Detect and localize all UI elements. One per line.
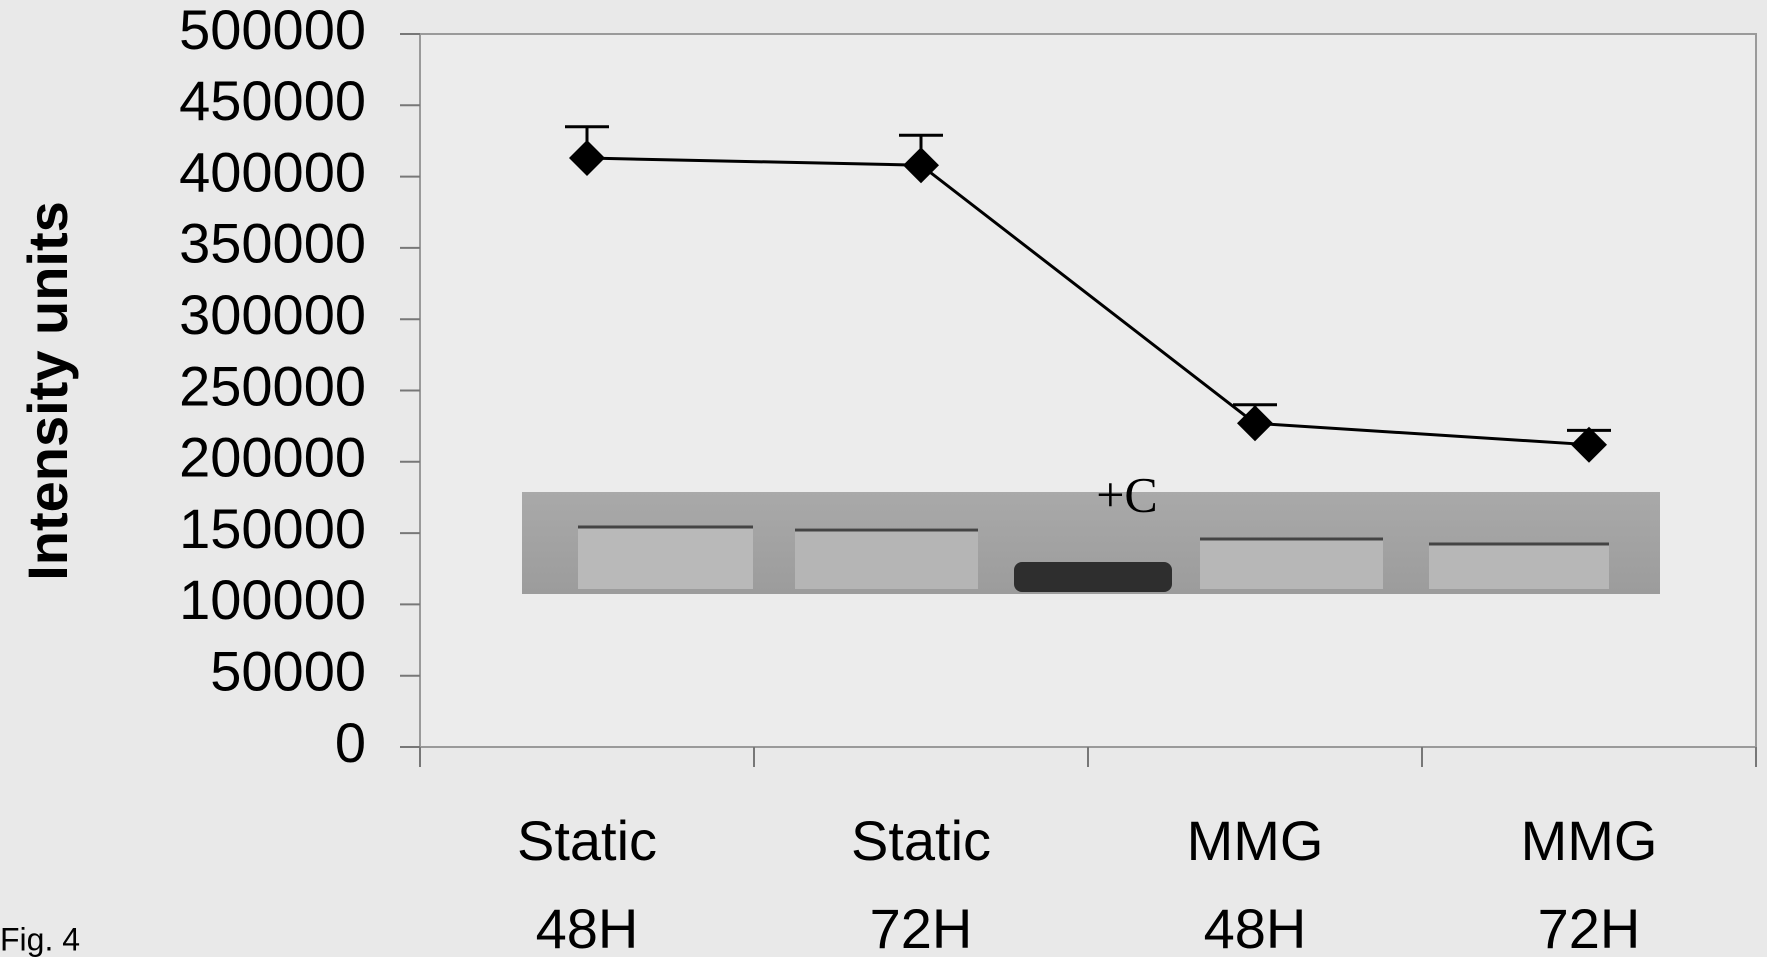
- y-axis-label: Intensity units: [16, 201, 79, 581]
- gel-band-dark: [1014, 562, 1172, 592]
- x-tick-label: 72H: [1538, 897, 1641, 957]
- gel-band: [578, 526, 753, 589]
- y-tick-label: 0: [335, 711, 366, 774]
- y-tick-label: 250000: [179, 354, 366, 417]
- y-tick-label: 500000: [179, 0, 366, 61]
- gel-band: [1429, 543, 1609, 589]
- y-tick-label: 450000: [179, 69, 366, 132]
- gel-band: [1200, 538, 1383, 589]
- point-marker: [903, 147, 939, 184]
- point-marker: [569, 140, 605, 177]
- figure-label: Fig. 4: [0, 921, 80, 957]
- y-tick-label: 300000: [179, 283, 366, 346]
- y-tick-label: 350000: [179, 212, 366, 275]
- x-tick-label: 48H: [536, 897, 639, 957]
- x-tick-label: 48H: [1204, 897, 1307, 957]
- plot-area: [419, 33, 1757, 748]
- point-marker: [1237, 405, 1273, 442]
- inset-label: +C: [1096, 466, 1158, 522]
- x-tick-label: MMG: [1187, 809, 1324, 872]
- x-tick-label: Static: [851, 809, 991, 872]
- y-tick-label: 150000: [179, 497, 366, 560]
- series-line: [586, 156, 1590, 447]
- x-tick-label: Static: [517, 809, 657, 872]
- y-tick-label: 200000: [179, 426, 366, 489]
- x-tick-label: MMG: [1521, 809, 1658, 872]
- y-tick-label: 50000: [210, 639, 366, 702]
- gel-inset: [522, 492, 1660, 594]
- x-tick-label: 72H: [870, 897, 973, 957]
- y-tick-label: 100000: [179, 568, 366, 631]
- y-tick-label: 400000: [179, 140, 366, 203]
- gel-band: [795, 528, 978, 589]
- point-marker: [1571, 426, 1607, 463]
